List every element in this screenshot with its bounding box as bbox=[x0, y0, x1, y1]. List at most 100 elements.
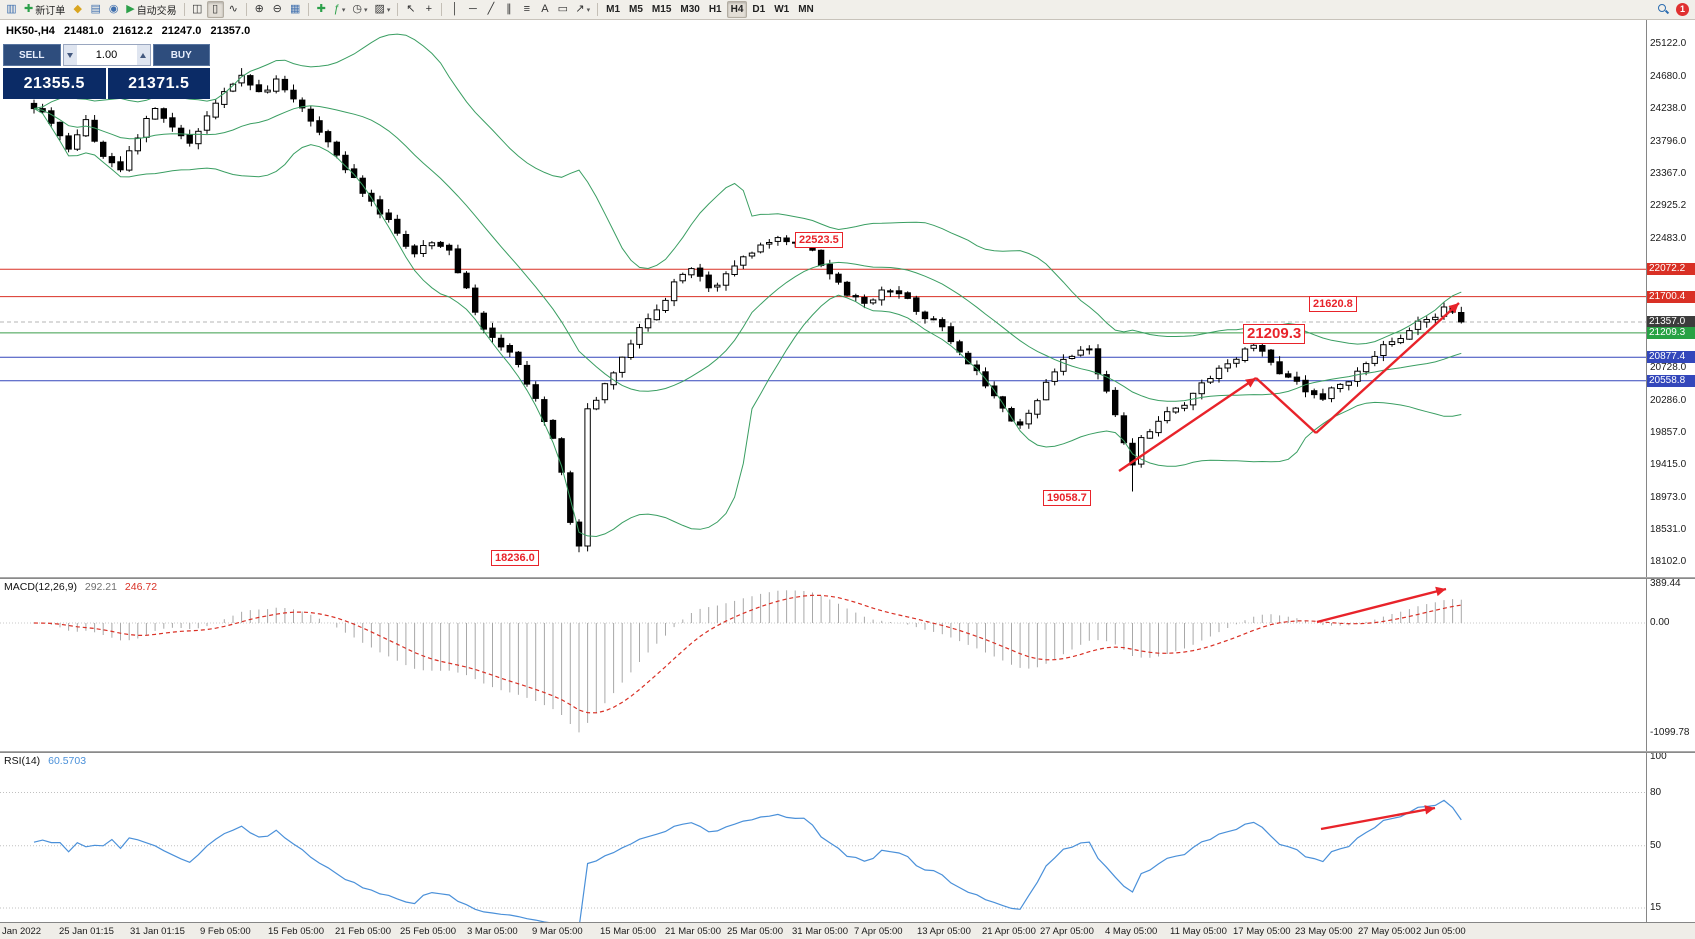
cursor-button[interactable]: ↖ bbox=[402, 1, 419, 18]
label-button[interactable]: ▭ bbox=[554, 1, 571, 18]
sell-button[interactable]: SELL bbox=[3, 44, 61, 66]
tile-windows-button[interactable]: ▦ bbox=[287, 1, 304, 18]
price-annotation[interactable]: 21209.3 bbox=[1243, 324, 1306, 344]
trend-arrow[interactable] bbox=[1118, 377, 1257, 472]
bar-chart-button[interactable]: ◫ bbox=[189, 1, 206, 18]
time-axis-label: 21 Feb 05:00 bbox=[335, 926, 391, 937]
trend-arrow[interactable] bbox=[1255, 377, 1317, 434]
price-annotation[interactable]: 18236.0 bbox=[491, 550, 539, 566]
dropdown-caret-icon: ▾ bbox=[363, 6, 368, 14]
data-window-icon: ◉ bbox=[108, 3, 119, 15]
timeframe-mn-button[interactable]: MN bbox=[794, 1, 818, 18]
toolbar-separator bbox=[597, 3, 599, 16]
rsi-indicator-label: RSI(14) 60.5703 bbox=[4, 755, 91, 767]
price-annotation[interactable]: 22523.5 bbox=[795, 232, 843, 248]
auto-trading-button[interactable]: ▶ 自动交易 bbox=[123, 1, 179, 18]
price-annotation[interactable]: 19058.7 bbox=[1043, 490, 1091, 506]
rsi-panel[interactable] bbox=[0, 753, 1646, 922]
timeframe-w1-button[interactable]: W1 bbox=[770, 1, 793, 18]
channel-button[interactable]: ∥ bbox=[500, 1, 517, 18]
volume-down-button[interactable] bbox=[63, 45, 77, 65]
data-window-button[interactable]: ◉ bbox=[105, 1, 122, 18]
market-watch-button[interactable]: ▤ bbox=[87, 1, 104, 18]
buy-button[interactable]: BUY bbox=[152, 44, 210, 66]
shapes-icon: ↗ bbox=[575, 3, 585, 15]
axis-label: 24680.0 bbox=[1650, 70, 1687, 82]
new-chart-button[interactable]: ▥ bbox=[3, 1, 20, 18]
price-axis[interactable]: 25122.0 24680.0 24238.0 23796.0 23367.0 22925… bbox=[1646, 20, 1695, 922]
time-axis-label: 7 Apr 05:00 bbox=[854, 926, 903, 937]
search-button[interactable] bbox=[1655, 1, 1672, 18]
timeframe-m1-button[interactable]: M1 bbox=[602, 1, 624, 18]
volume-up-button[interactable] bbox=[136, 45, 150, 65]
timeframe-d1-button[interactable]: D1 bbox=[748, 1, 769, 18]
buy-price-display[interactable]: 21371.5 bbox=[107, 68, 210, 99]
trend-arrow[interactable] bbox=[1315, 302, 1460, 434]
price-level-tag: 21700.4 bbox=[1647, 290, 1695, 303]
time-axis-label: 21 Mar 05:00 bbox=[665, 926, 721, 937]
arrowhead-icon bbox=[1435, 586, 1446, 597]
panel-separator[interactable] bbox=[0, 577, 1695, 579]
macd-panel[interactable] bbox=[0, 579, 1646, 751]
new-order-2-button[interactable]: ✚ bbox=[313, 1, 330, 18]
axis-label: 18973.0 bbox=[1650, 491, 1687, 503]
trend-arrow[interactable] bbox=[1316, 587, 1447, 624]
macd-indicator-label: MACD(12,26,9) 292.21 246.72 bbox=[4, 581, 162, 593]
axis-label: 18102.0 bbox=[1650, 556, 1687, 568]
sell-price-display[interactable]: 21355.5 bbox=[3, 68, 106, 99]
volume-input[interactable] bbox=[76, 45, 137, 65]
vertical-line-button[interactable]: │ bbox=[446, 1, 463, 18]
button-label: M30 bbox=[680, 4, 700, 15]
time-axis-label: 21 Apr 05:00 bbox=[982, 926, 1036, 937]
history-center-button[interactable]: ◆ bbox=[69, 1, 86, 18]
triangle-up-icon bbox=[140, 52, 146, 58]
trendline-button[interactable]: ╱ bbox=[482, 1, 499, 18]
axis-label: 22925.2 bbox=[1650, 200, 1687, 212]
time-axis[interactable]: Jan 2022 25 Jan 01:15 31 Jan 01:15 9 Feb 05… bbox=[0, 922, 1695, 939]
timeframe-m5-button[interactable]: M5 bbox=[625, 1, 647, 18]
zoom-out-button[interactable]: ⊖ bbox=[269, 1, 286, 18]
timeframe-h4-button[interactable]: H4 bbox=[726, 1, 748, 18]
axis-label: 389.44 bbox=[1650, 578, 1681, 590]
periods-button[interactable]: ◷ ▾ bbox=[349, 1, 370, 18]
time-axis-label: 23 May 05:00 bbox=[1295, 926, 1353, 937]
fibonacci-button[interactable]: ≡ bbox=[518, 1, 535, 18]
timeframe-m15-button[interactable]: M15 bbox=[648, 1, 675, 18]
main-chart[interactable] bbox=[0, 20, 1646, 577]
indicators-button[interactable]: ƒ ▾ bbox=[331, 1, 349, 18]
horizontal-line-button[interactable]: ─ bbox=[464, 1, 481, 18]
zoom-out-icon: ⊖ bbox=[272, 3, 282, 15]
dropdown-caret-icon: ▾ bbox=[386, 6, 391, 14]
crosshair-button[interactable]: + bbox=[420, 1, 437, 18]
line-chart-button[interactable]: ∿ bbox=[225, 1, 242, 18]
timeframe-h1-button[interactable]: H1 bbox=[705, 1, 726, 18]
button-label: 新订单 bbox=[35, 6, 66, 17]
label-icon: ▭ bbox=[557, 3, 569, 15]
time-axis-label: 31 Mar 05:00 bbox=[792, 926, 848, 937]
text-button[interactable]: A bbox=[536, 1, 553, 18]
axis-label: 15 bbox=[1650, 902, 1662, 913]
candlestick-chart-button[interactable]: ▯ bbox=[206, 1, 224, 18]
notifications-button[interactable]: 1 bbox=[1673, 1, 1692, 18]
axis-label: 25122.0 bbox=[1650, 38, 1687, 50]
new-order-button[interactable]: ✚ 新订单 bbox=[21, 1, 68, 18]
zoom-in-button[interactable]: ⊕ bbox=[251, 1, 268, 18]
arrowhead-icon bbox=[1245, 378, 1256, 388]
button-label: M15 bbox=[651, 4, 672, 15]
periods-icon: ◷ bbox=[352, 3, 362, 15]
timeframe-m30-button[interactable]: M30 bbox=[676, 1, 703, 18]
templates-button[interactable]: ▨ ▾ bbox=[371, 1, 393, 18]
axis-label: 19857.0 bbox=[1650, 426, 1687, 438]
time-axis-label: 25 Mar 05:00 bbox=[727, 926, 783, 937]
axis-label: 50 bbox=[1650, 839, 1662, 851]
arrowhead-icon bbox=[1448, 303, 1459, 314]
button-label: D1 bbox=[752, 4, 766, 15]
panel-separator[interactable] bbox=[0, 751, 1695, 753]
time-axis-label: 27 Apr 05:00 bbox=[1040, 926, 1094, 937]
time-axis-label: 27 May 05:00 bbox=[1358, 926, 1416, 937]
price-annotation[interactable]: 21620.8 bbox=[1309, 296, 1357, 312]
axis-label: 19415.0 bbox=[1650, 459, 1687, 471]
shapes-button[interactable]: ↗ ▾ bbox=[572, 1, 593, 18]
trend-arrow[interactable] bbox=[1320, 806, 1436, 831]
